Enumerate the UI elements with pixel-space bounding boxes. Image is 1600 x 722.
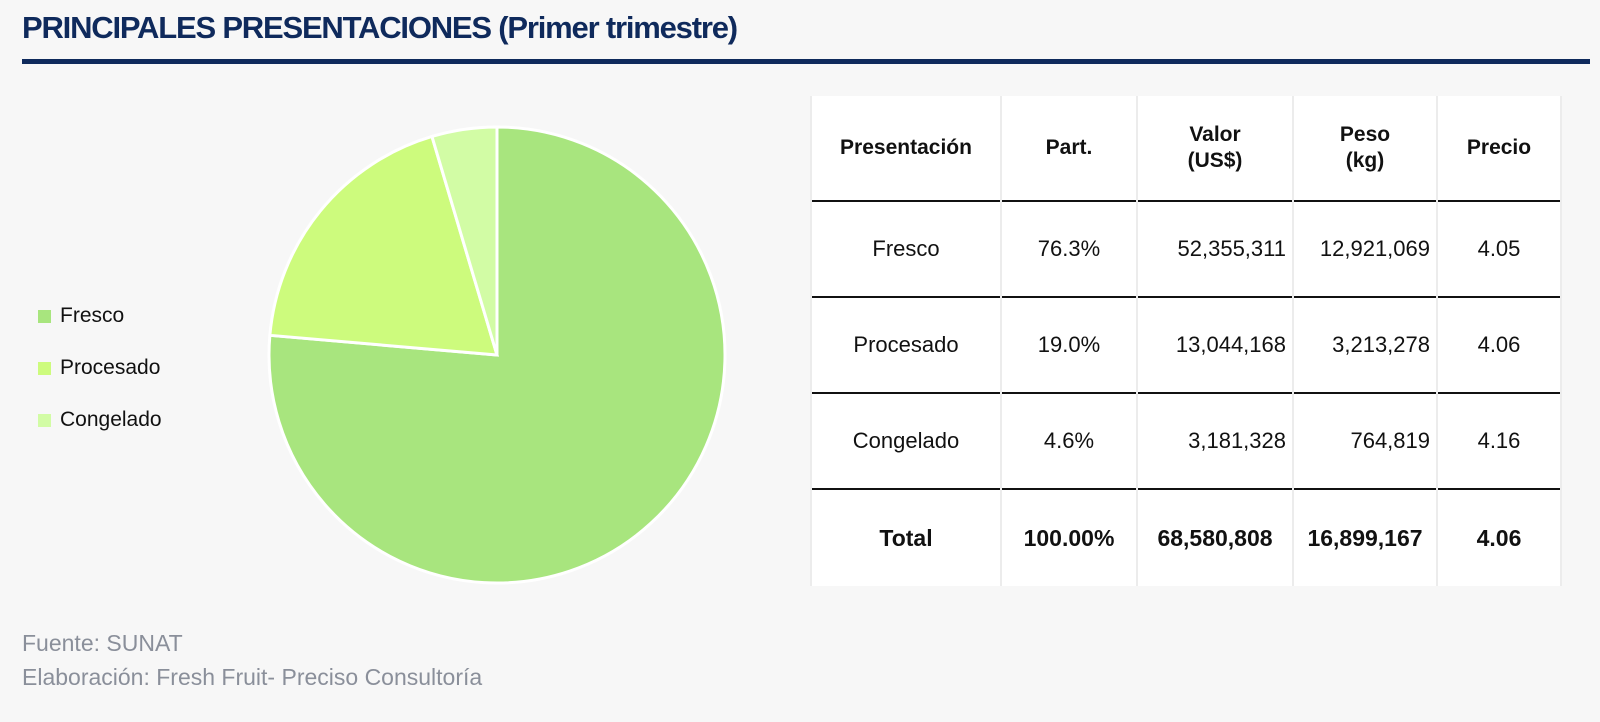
- cell-peso: 12,921,069: [1292, 200, 1438, 297]
- table-row: Congelado 4.6% 3,181,328 764,819 4.16: [810, 392, 1562, 489]
- cell-part: 19.0%: [1000, 296, 1138, 393]
- pie-slice-congelado: [430, 125, 499, 356]
- cell-presentacion: Fresco: [810, 200, 1002, 297]
- page-title: PRINCIPALES PRESENTACIONES (Primer trime…: [22, 10, 738, 45]
- cell-peso: 3,213,278: [1292, 296, 1438, 393]
- legend-label: Congelado: [60, 408, 162, 431]
- cell-valor: 3,181,328: [1136, 392, 1294, 489]
- legend-swatch-procesado: [38, 361, 51, 375]
- presentations-table: Presentación Part. Valor (US$) Peso (kg)…: [810, 96, 1562, 586]
- cell-presentacion: Procesado: [810, 296, 1002, 393]
- legend-item-procesado: Procesado: [38, 342, 162, 394]
- cell-valor: 13,044,168: [1136, 296, 1294, 393]
- credit-line: Elaboración: Fresh Fruit- Preciso Consul…: [22, 664, 483, 690]
- header-presentacion: Presentación: [810, 96, 1002, 201]
- source-notes: Fuente: SUNAT Elaboración: Fresh Fruit- …: [22, 626, 482, 694]
- cell-peso: 764,819: [1292, 392, 1438, 489]
- table-header-row: Presentación Part. Valor (US$) Peso (kg)…: [810, 96, 1562, 201]
- legend-item-fresco: Fresco: [38, 290, 162, 342]
- table-row: Fresco 76.3% 52,355,311 12,921,069 4.05: [810, 200, 1562, 297]
- cell-precio: 4.06: [1436, 296, 1562, 393]
- legend-swatch-congelado: [38, 413, 51, 427]
- chart-legend: Fresco Procesado Congelado: [38, 290, 162, 446]
- cell-part: 76.3%: [1000, 200, 1138, 297]
- header-valor-text: Valor (US$): [1187, 122, 1243, 172]
- source-line: Fuente: SUNAT: [22, 630, 183, 656]
- legend-swatch-fresco: [38, 309, 51, 323]
- title-underline: [22, 59, 1590, 64]
- table-row: Procesado 19.0% 13,044,168 3,213,278 4.0…: [810, 296, 1562, 393]
- header-precio: Precio: [1436, 96, 1562, 201]
- total-part: 100.00%: [1000, 488, 1138, 586]
- legend-label: Fresco: [60, 304, 125, 327]
- cell-precio: 4.16: [1436, 392, 1562, 489]
- cell-valor: 52,355,311: [1136, 200, 1294, 297]
- total-precio: 4.06: [1436, 488, 1562, 586]
- header-peso: Peso (kg): [1292, 96, 1438, 201]
- total-peso: 16,899,167: [1292, 488, 1438, 586]
- table-total-row: Total 100.00% 68,580,808 16,899,167 4.06: [810, 488, 1562, 586]
- pie-slice-procesado: [268, 134, 500, 357]
- cell-presentacion: Congelado: [810, 392, 1002, 489]
- total-valor: 68,580,808: [1136, 488, 1294, 586]
- header-peso-text: Peso (kg): [1339, 122, 1391, 172]
- header-valor: Valor (US$): [1136, 96, 1294, 201]
- cell-precio: 4.05: [1436, 200, 1562, 297]
- pie-chart: [267, 125, 727, 585]
- legend-label: Procesado: [60, 356, 161, 379]
- cell-part: 4.6%: [1000, 392, 1138, 489]
- header-part: Part.: [1000, 96, 1138, 201]
- legend-item-congelado: Congelado: [38, 394, 162, 446]
- total-label: Total: [810, 488, 1002, 586]
